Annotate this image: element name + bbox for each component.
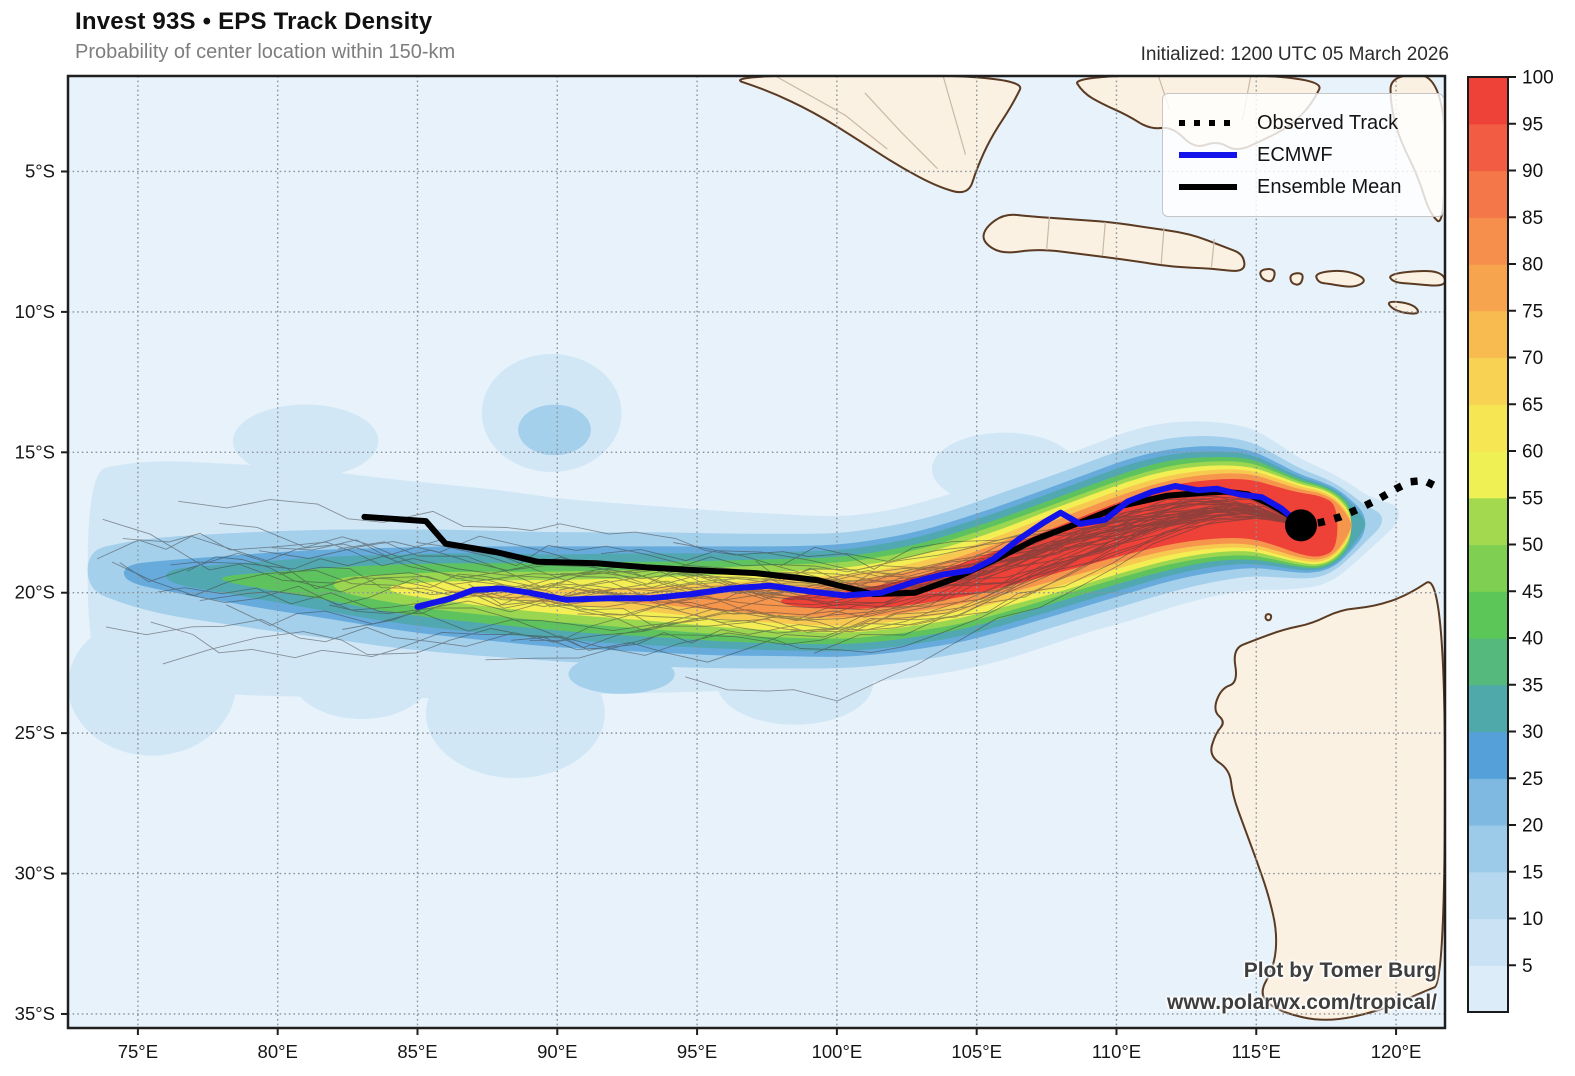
attribution: Plot by Tomer Burg www.polarwx.com/tropi… [1167, 955, 1437, 1020]
svg-text:80°E: 80°E [258, 1041, 298, 1062]
svg-text:90: 90 [1522, 161, 1543, 182]
legend-item-observed-track: Observed Track [1179, 107, 1427, 139]
land-lombok [1289, 272, 1304, 286]
land-sumatra [739, 76, 1022, 194]
legend-item-ecmwf: ECMWF [1179, 139, 1427, 171]
page-subtitle: Probability of center location within 15… [75, 41, 456, 63]
initialization-timestamp: Initialized: 1200 UTC 05 March 2026 [1140, 44, 1449, 65]
svg-text:100: 100 [1522, 68, 1554, 89]
svg-text:35: 35 [1522, 675, 1543, 696]
attribution-author: Plot by Tomer Burg [1243, 958, 1437, 982]
svg-text:15°S: 15°S [15, 441, 55, 462]
land-australia [1210, 581, 1445, 1021]
svg-text:55: 55 [1522, 488, 1543, 509]
svg-text:85: 85 [1522, 208, 1543, 229]
svg-text:10: 10 [1522, 909, 1543, 930]
y-axis-labels: 5°S 10°S 15°S 20°S 25°S 30°S 35°S [15, 160, 55, 1023]
land-sumbawa [1315, 269, 1365, 288]
svg-text:90°E: 90°E [537, 1041, 577, 1062]
svg-text:15: 15 [1522, 862, 1543, 883]
ecmwf-line [414, 483, 1304, 610]
svg-text:110°E: 110°E [1092, 1041, 1141, 1062]
current-position-dot [1285, 509, 1318, 542]
land-sumba [1387, 300, 1420, 315]
svg-text:40: 40 [1522, 629, 1543, 650]
land-flores [1389, 270, 1445, 287]
svg-text:80: 80 [1522, 255, 1543, 276]
svg-text:120°E: 120°E [1371, 1041, 1422, 1062]
svg-text:70: 70 [1522, 348, 1543, 369]
map-area [68, 76, 1445, 1028]
header: Invest 93S • EPS Track Density Probabili… [75, 8, 455, 64]
axis-ticks [61, 170, 1398, 1035]
svg-text:45: 45 [1522, 582, 1543, 603]
observed-track-dotted-line-sample [1179, 120, 1237, 126]
svg-text:95: 95 [1522, 114, 1543, 135]
svg-text:25: 25 [1522, 769, 1543, 790]
legend-label: ECMWF [1257, 143, 1333, 166]
land-barrow-island [1264, 613, 1273, 622]
svg-text:20°S: 20°S [15, 582, 55, 603]
page-title: Invest 93S • EPS Track Density [75, 8, 433, 35]
svg-text:100°E: 100°E [812, 1041, 863, 1062]
svg-text:35°S: 35°S [15, 1003, 55, 1024]
svg-text:30: 30 [1522, 722, 1543, 743]
svg-text:115°E: 115°E [1232, 1041, 1281, 1062]
legend-label: Observed Track [1257, 111, 1399, 134]
svg-text:95°E: 95°E [677, 1041, 717, 1062]
svg-text:10°S: 10°S [15, 301, 55, 322]
svg-text:50: 50 [1522, 535, 1543, 556]
svg-text:105°E: 105°E [951, 1041, 1002, 1062]
plot-frame [66, 74, 1447, 1030]
ecmwf-line-sample [1179, 152, 1237, 158]
land-bali [1259, 268, 1276, 283]
attribution-url: www.polarwx.com/tropical/ [1167, 991, 1437, 1015]
svg-text:65: 65 [1522, 395, 1543, 416]
svg-text:60: 60 [1522, 442, 1543, 463]
svg-text:75°E: 75°E [118, 1041, 158, 1062]
svg-text:5: 5 [1522, 956, 1533, 977]
svg-text:30°S: 30°S [15, 863, 55, 884]
colorbar: 5 10 15 20 25 30 35 40 45 50 55 60 65 70 75 80 85 90 95 100 [1467, 68, 1554, 1013]
svg-text:20: 20 [1522, 816, 1543, 837]
ensemble-mean-line-sample [1179, 184, 1237, 190]
x-axis-labels: 75°E 80°E 85°E 90°E 95°E 100°E 105°E 110°E 115°E… [118, 1041, 1422, 1062]
legend-label: Ensemble Mean [1257, 175, 1402, 198]
svg-text:5°S: 5°S [25, 160, 55, 181]
svg-text:75: 75 [1522, 301, 1543, 322]
legend: Observed Track ECMWF Ensemble Mean [1162, 93, 1444, 217]
legend-item-ensemble-mean: Ensemble Mean [1179, 171, 1427, 203]
svg-text:85°E: 85°E [397, 1041, 437, 1062]
svg-text:25°S: 25°S [15, 722, 55, 743]
